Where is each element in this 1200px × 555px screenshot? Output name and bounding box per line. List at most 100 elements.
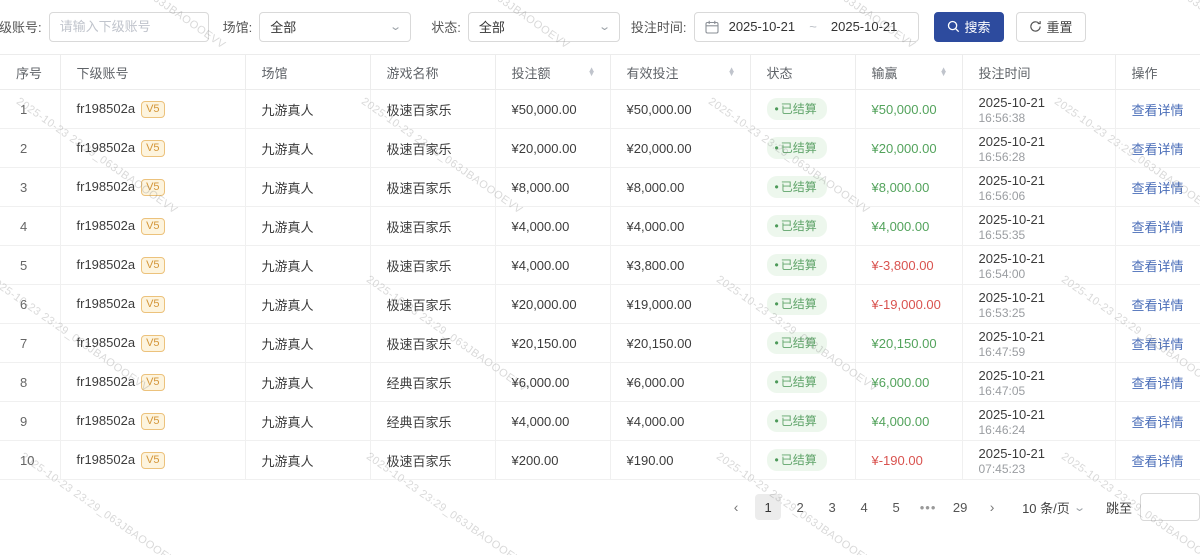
status-badge: • 已结算 — [766, 137, 827, 159]
action-cell: 查看详情 — [1115, 362, 1200, 402]
action-cell: 查看详情 — [1115, 89, 1200, 129]
winloss-cell: ¥-190.00 — [855, 440, 963, 480]
winloss-cell: ¥6,000.00 — [855, 362, 963, 402]
table-header-row: 序号 下级账号 场馆 游戏名称 投注额 ▲ ▼ 有效投注 ▲ ▼ 状态 输赢 ▲ ▼ 投注时间 操作 — [0, 54, 1200, 90]
vip-level-badge: V5 — [141, 334, 165, 352]
column-header-label: 场馆 — [261, 65, 288, 81]
view-details-link[interactable]: 查看详情 — [1131, 141, 1184, 157]
search-button[interactable]: 搜索 — [933, 11, 1004, 42]
pager-ellipsis[interactable]: ••• — [919, 499, 937, 515]
sort-icon[interactable]: ▲ ▼ — [939, 64, 948, 78]
column-header-label: 投注时间 — [978, 65, 1031, 81]
winloss-cell: ¥50,000.00 — [855, 89, 963, 129]
page-number-button[interactable]: 1 — [755, 494, 782, 520]
table-row: 10 fr198502a V5 九游真人 极速百家乐 ¥200.00 ¥190.00 • 已结算… — [0, 440, 1200, 480]
game-name-cell: 极速百家乐 — [370, 440, 496, 480]
action-cell: 查看详情 — [1115, 440, 1200, 480]
column-header-label: 下级账号 — [76, 65, 129, 81]
winloss-cell: ¥-19,000.00 — [855, 284, 963, 324]
winloss-value: ¥20,150.00 — [871, 335, 937, 351]
bet-time: 16:55:35 — [978, 227, 1026, 242]
status-cell: • 已结算 — [750, 167, 856, 207]
winloss-value: ¥6,000.00 — [871, 374, 930, 390]
page-number-button[interactable]: 3 — [828, 499, 836, 515]
bet-amount-cell: ¥20,000.00 — [495, 128, 611, 168]
winloss-value: ¥20,000.00 — [871, 140, 937, 156]
date-end-value[interactable]: 2025-10-21 — [830, 19, 898, 34]
column-header-label: 投注额 — [511, 65, 551, 81]
date-range-picker[interactable]: 2025-10-21 ~ 2025-10-21 — [693, 11, 919, 42]
column-header-label: 输赢 — [871, 65, 898, 81]
date-start-value[interactable]: 2025-10-21 — [728, 19, 796, 34]
game-name-cell: 极速百家乐 — [370, 245, 496, 285]
account-search-input[interactable] — [48, 11, 209, 42]
page-number-button[interactable]: 4 — [860, 499, 868, 515]
page-number-button[interactable]: 5 — [892, 499, 900, 515]
status-cell: • 已结算 — [750, 323, 856, 363]
column-header: 状态 — [750, 54, 856, 90]
view-details-link[interactable]: 查看详情 — [1131, 375, 1184, 391]
bet-time: 16:54:00 — [978, 266, 1026, 281]
bet-amount-cell: ¥200.00 — [495, 440, 611, 480]
view-details-link[interactable]: 查看详情 — [1131, 297, 1184, 313]
status-select[interactable]: 全部 ⌄ — [467, 11, 620, 42]
view-details-link[interactable]: 查看详情 — [1131, 180, 1184, 196]
bet-date: 2025-10-21 — [978, 250, 1046, 266]
venue-select-value: 全部 — [270, 20, 297, 35]
column-header[interactable]: 有效投注 ▲ ▼ — [610, 54, 751, 90]
bet-date: 2025-10-21 — [978, 367, 1046, 383]
sort-icon[interactable]: ▲ ▼ — [587, 64, 596, 78]
column-header-label: 游戏名称 — [386, 65, 439, 81]
view-details-link[interactable]: 查看详情 — [1131, 336, 1184, 352]
venue-select[interactable]: 全部 ⌄ — [259, 11, 412, 42]
jump-page-input[interactable] — [1140, 493, 1200, 521]
game-name-cell: 极速百家乐 — [370, 89, 496, 129]
view-details-link[interactable]: 查看详情 — [1131, 453, 1184, 469]
view-details-link[interactable]: 查看详情 — [1131, 219, 1184, 235]
page-number-button[interactable]: 2 — [796, 499, 804, 515]
vip-level-badge: V5 — [141, 178, 165, 196]
bet-amount-cell: ¥4,000.00 — [495, 245, 611, 285]
reset-button[interactable]: 重置 — [1015, 11, 1086, 42]
vip-level-badge: V5 — [141, 373, 165, 391]
action-cell: 查看详情 — [1115, 167, 1200, 207]
bet-time: 16:56:28 — [978, 149, 1026, 164]
valid-bet-cell: ¥20,000.00 — [610, 128, 751, 168]
next-page-button[interactable]: › — [989, 499, 995, 515]
status-cell: • 已结算 — [750, 362, 856, 402]
search-button-label: 搜索 — [964, 20, 991, 35]
page-size-value: 10 条/页 — [1022, 500, 1070, 516]
status-dot: • — [774, 453, 779, 467]
prev-page-button[interactable]: ‹ — [733, 499, 739, 515]
row-index-cell: 5 — [0, 245, 61, 285]
action-cell: 查看详情 — [1115, 245, 1200, 285]
account-cell: fr198502a V5 — [60, 440, 246, 480]
view-details-link[interactable]: 查看详情 — [1131, 258, 1184, 274]
vip-level-badge: V5 — [141, 100, 165, 118]
bet-time-cell: 2025-10-21 16:55:35 — [962, 206, 1116, 246]
table-row: 3 fr198502a V5 九游真人 极速百家乐 ¥8,000.00 ¥8,000.00 •… — [0, 167, 1200, 207]
column-header[interactable]: 输赢 ▲ ▼ — [855, 54, 963, 90]
sort-icon[interactable]: ▲ ▼ — [727, 64, 736, 78]
page-number-button[interactable]: 29 — [952, 499, 968, 515]
view-details-link[interactable]: 查看详情 — [1131, 414, 1184, 430]
column-header: 投注时间 — [962, 54, 1116, 90]
venue-cell: 九游真人 — [245, 440, 371, 480]
winloss-cell: ¥-3,800.00 — [855, 245, 963, 285]
bet-time: 16:56:06 — [978, 188, 1026, 203]
column-header[interactable]: 投注额 ▲ ▼ — [495, 54, 611, 90]
status-cell: • 已结算 — [750, 89, 856, 129]
venue-cell: 九游真人 — [245, 362, 371, 402]
bet-amount-cell: ¥20,000.00 — [495, 284, 611, 324]
bet-amount-cell: ¥6,000.00 — [495, 362, 611, 402]
account-cell: fr198502a V5 — [60, 284, 246, 324]
status-badge: • 已结算 — [766, 98, 827, 120]
page-size-select[interactable]: 10 条/页 ⌄ — [1022, 498, 1086, 517]
status-badge: • 已结算 — [766, 371, 827, 393]
reset-button-label: 重置 — [1046, 20, 1073, 35]
date-range-separator: ~ — [809, 19, 817, 34]
column-header: 场馆 — [245, 54, 371, 90]
status-cell: • 已结算 — [750, 401, 856, 441]
view-details-link[interactable]: 查看详情 — [1131, 102, 1184, 118]
venue-cell: 九游真人 — [245, 206, 371, 246]
